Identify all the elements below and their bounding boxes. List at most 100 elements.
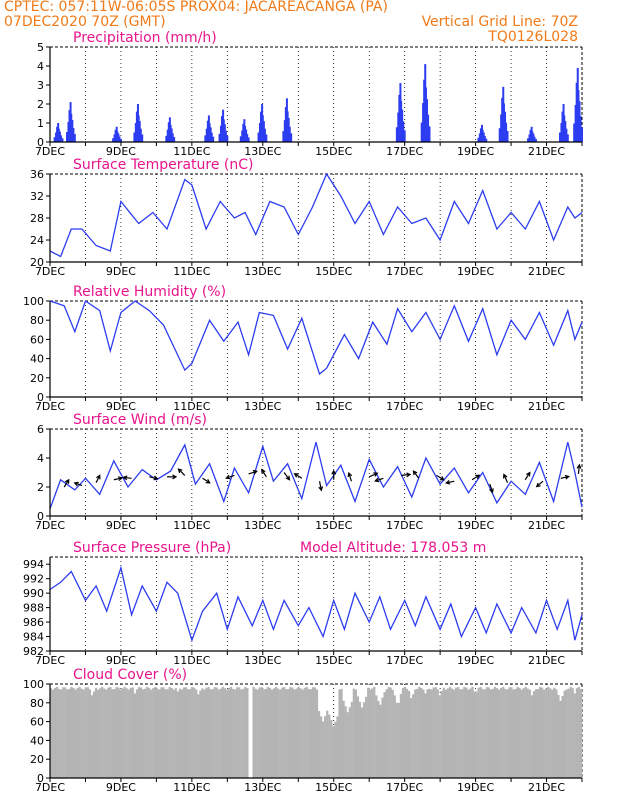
- panel-1-bar: [402, 121, 405, 142]
- panel-6-bar: [305, 686, 308, 778]
- panel-5-annotation: Model Altitude: 178.053 m: [300, 540, 486, 556]
- panel-6-title: Cloud Cover (%): [73, 667, 187, 683]
- panel-4-wind-arrow: [536, 480, 544, 488]
- panel-6-bar: [205, 687, 208, 778]
- panel-4-series-line: [49, 441, 583, 510]
- panel-6-bar: [242, 688, 245, 778]
- panel-6-bar: [58, 688, 61, 778]
- panel-6-bar: [51, 689, 55, 778]
- panel-6-bar: [424, 693, 427, 778]
- panel-6-bar: [158, 689, 161, 778]
- panel-1-bar: [265, 134, 268, 142]
- panel-6-bar: [154, 686, 157, 778]
- panel-6-x-tick-label: 9DEC: [106, 781, 136, 794]
- panel-6-bar: [549, 688, 552, 778]
- panel-4-wind-arrow-head: [122, 475, 128, 481]
- panel-4-wind-arrow: [178, 468, 186, 476]
- panel-6-bar: [262, 689, 265, 778]
- panel-6-bar: [502, 686, 505, 778]
- panel-4-wind-arrow: [577, 464, 580, 475]
- panel-6-bar: [70, 686, 73, 778]
- panel-4-wind-arrow-head: [252, 469, 258, 475]
- panel-1-y-tick-label: 5: [37, 41, 44, 54]
- panel-6-bar: [577, 686, 581, 778]
- panel-6-bar: [229, 686, 233, 778]
- panel-6-bar: [74, 689, 77, 778]
- panel-1-bar: [573, 123, 576, 142]
- panel-6-bar: [493, 686, 497, 778]
- panel-6-bar: [354, 689, 357, 778]
- panel-6-bar: [113, 689, 116, 778]
- panel-6-bar: [176, 691, 179, 778]
- panel-1-bar: [482, 132, 485, 142]
- panel-4-wind-arrow: [149, 476, 158, 480]
- panel-6-bar: [234, 689, 237, 778]
- header-grid-note: Vertical Grid Line: 70Z: [421, 14, 578, 30]
- panel-6-bar: [387, 687, 390, 778]
- panel-1-x-tick-label: 19DEC: [457, 145, 494, 158]
- panel-6-bar: [107, 687, 110, 778]
- panel-6-bar: [160, 687, 163, 778]
- panel-1-x-tick-label: 9DEC: [106, 145, 136, 158]
- panel-2-y-tick-label: 28: [30, 212, 44, 225]
- panel-6-bar: [303, 687, 306, 778]
- panel-4-wind-arrow-head: [153, 475, 159, 481]
- panel-6-bar: [76, 688, 79, 778]
- panel-3-y-tick-label: 20: [30, 372, 44, 385]
- panel-4-wind-arrow: [375, 477, 384, 482]
- panel-6-bar: [420, 687, 423, 778]
- panel-6-bar: [240, 689, 243, 778]
- panel-6-bar: [252, 686, 255, 778]
- panel-6-bar: [156, 688, 159, 778]
- panel-6-bar: [444, 689, 448, 778]
- panel-4-wind-arrow-head: [177, 468, 183, 474]
- header-date-line: 07DEC2020 70Z (GMT): [4, 14, 166, 30]
- panel-6-bar: [575, 688, 578, 778]
- panel-1-bar: [565, 128, 568, 142]
- panel-3-x-tick-label: 15DEC: [315, 400, 352, 413]
- panel-6-bar: [459, 689, 462, 778]
- panel-4-wind-arrow-head: [96, 474, 101, 480]
- panel-1-y-tick-label: 1: [37, 117, 44, 130]
- panel-1-x-tick-label: 11DEC: [173, 145, 210, 158]
- panel-1-bar: [173, 137, 176, 142]
- panel-1-bar: [116, 131, 119, 142]
- panel-6-bar: [338, 689, 341, 778]
- panel-6-bar: [152, 687, 155, 778]
- panel-5-x-tick-label: 19DEC: [457, 654, 494, 667]
- panel-1-bar: [428, 126, 431, 142]
- panel-6-bar: [56, 686, 59, 778]
- panel-1-bar: [170, 128, 173, 142]
- panel-6-bar: [393, 695, 396, 778]
- panel-6-bar: [514, 688, 517, 778]
- panel-6-bar: [334, 721, 337, 778]
- panel-6-bar: [203, 689, 206, 778]
- panel-4-wind-arrow: [123, 476, 132, 479]
- panel-4-wind-arrow: [348, 472, 353, 482]
- panel-6-bar: [336, 716, 339, 778]
- panel-6-bar: [88, 689, 91, 778]
- panel-3-y-tick-label: 60: [30, 333, 44, 346]
- panel-5-x-tick-label: 15DEC: [315, 654, 352, 667]
- panel-6-bar: [455, 687, 458, 778]
- panel-5-title: Surface Pressure (hPa): [73, 540, 231, 556]
- panel-1-bar: [398, 94, 401, 142]
- panel-1-bar: [133, 132, 136, 142]
- panel-1-bar: [205, 128, 208, 142]
- panel-4-x-tick-label: 21DEC: [528, 519, 565, 532]
- panel-5-y-tick-label: 982: [23, 645, 44, 658]
- panel-6-bar: [170, 687, 173, 778]
- panel-6-bar: [211, 689, 214, 778]
- panel-6-bar: [534, 689, 538, 778]
- header-station-line: CPTEC: 057:11W-06:05S PROX04: JACAREACAN…: [4, 0, 388, 15]
- panel-6-bar: [295, 688, 298, 778]
- panel-4-title: Surface Wind (m/s): [73, 412, 207, 428]
- panel-1-bar: [579, 116, 582, 142]
- panel-6-bar: [223, 688, 227, 778]
- panel-5-x-tick-label: 11DEC: [173, 654, 210, 667]
- panel-6-bar: [555, 689, 558, 778]
- panel-4-wind-arrow-head: [475, 474, 481, 480]
- panel-6-bar: [328, 714, 331, 778]
- panel-1-bar: [221, 116, 224, 142]
- panel-1-bar: [58, 131, 61, 142]
